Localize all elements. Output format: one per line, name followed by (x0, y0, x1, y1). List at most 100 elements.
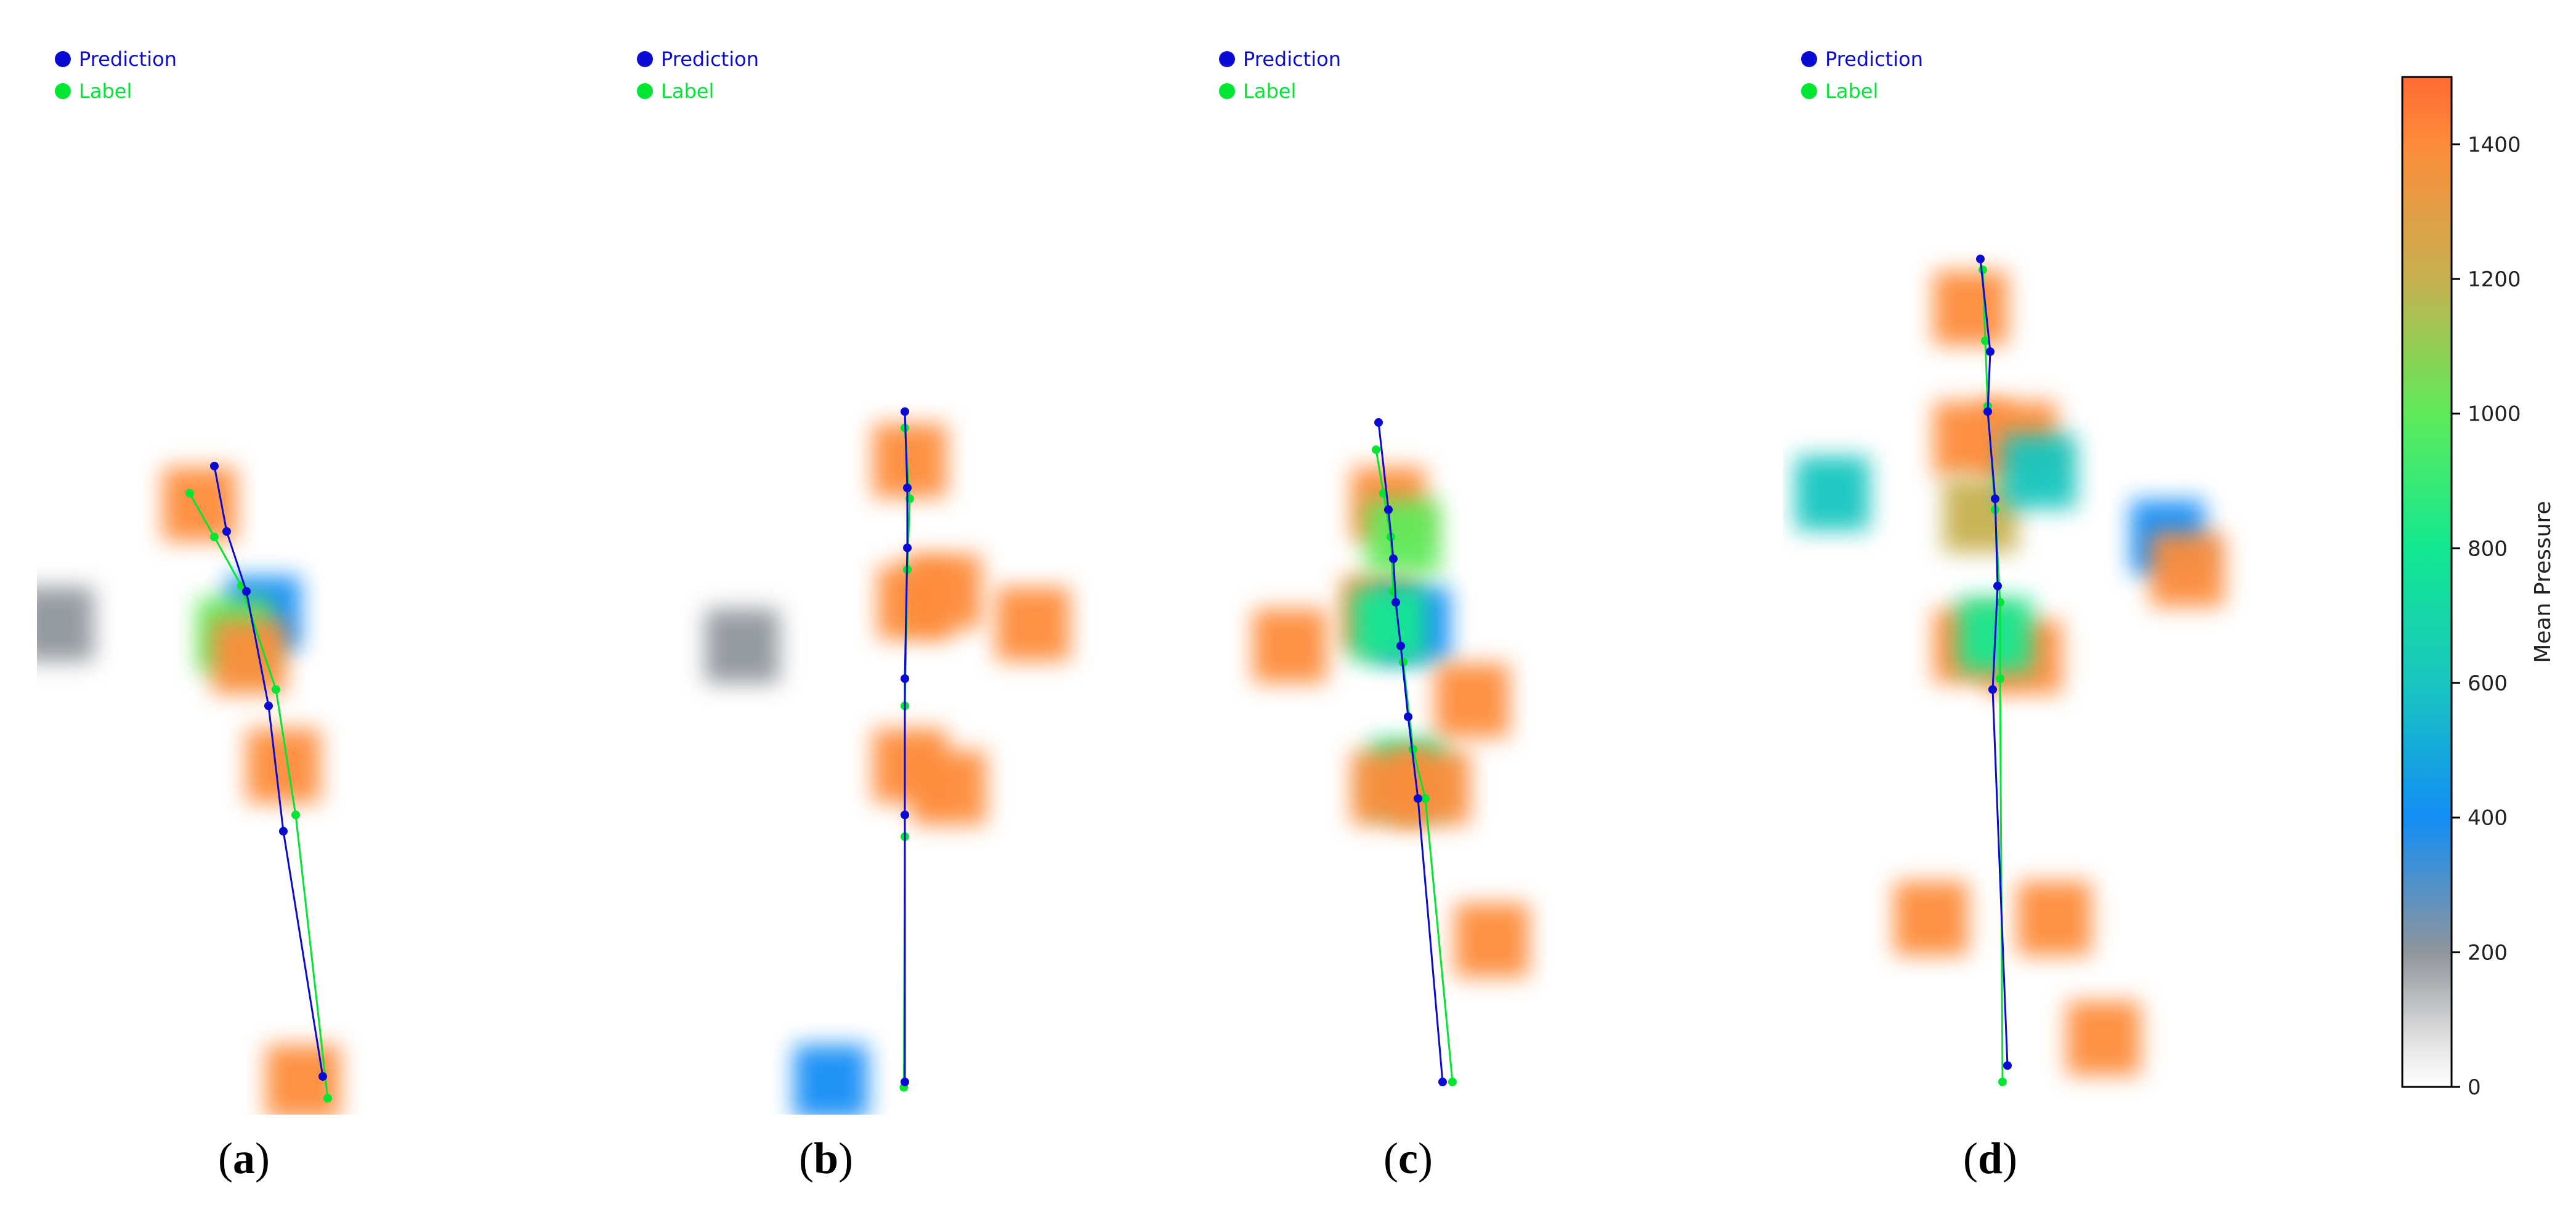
prediction-point (901, 674, 909, 683)
prediction-line (904, 411, 909, 1082)
pressure-cell (794, 1044, 868, 1115)
legend: Prediction Label (637, 47, 759, 103)
panel-c: Prediction Label (c) (1219, 47, 1529, 1183)
label-point (1448, 1077, 1457, 1086)
colorbar-tick-label: 1000 (2468, 402, 2521, 427)
panel-b: Prediction Label (b) (637, 47, 1070, 1183)
pressure-cell (705, 608, 779, 683)
legend-prediction-marker (1219, 51, 1235, 67)
pressure-cell (2150, 533, 2224, 607)
prediction-point (901, 1077, 909, 1086)
colorbar-tick-label: 0 (2468, 1075, 2481, 1100)
prediction-point (901, 810, 909, 820)
legend-prediction-marker (637, 51, 653, 67)
prediction-point (242, 587, 251, 596)
prediction-point (222, 527, 231, 536)
colorbar-tick-label: 600 (2468, 671, 2508, 696)
colorbar-tick-label: 200 (2468, 940, 2508, 965)
colorbar-title: Mean Pressure (2530, 501, 2556, 663)
pressure-cell (212, 620, 286, 694)
pressure-cell (1366, 499, 1440, 574)
prediction-point (1993, 581, 2002, 591)
prediction-point (901, 407, 909, 416)
pressure-heatmap (1253, 467, 1529, 977)
pressure-cell (1351, 587, 1425, 661)
prediction-point (1991, 494, 1999, 503)
pressure-cell (1455, 903, 1529, 977)
label-point (1996, 674, 2004, 683)
prediction-point (903, 483, 912, 493)
legend-label-label: Label (1825, 79, 1878, 103)
label-point (323, 1094, 332, 1103)
prediction-point (318, 1072, 327, 1081)
panel-d: Prediction Label (d) (1796, 47, 2224, 1183)
label-point (210, 532, 219, 541)
legend-label-label: Label (1243, 79, 1296, 103)
prediction-point (903, 543, 912, 552)
prediction-point (1374, 418, 1383, 427)
label-point (1389, 587, 1398, 596)
pressure-cell (907, 554, 981, 629)
prediction-point (1396, 641, 1405, 650)
panel-label-d: (d) (1963, 1134, 2017, 1183)
prediction-point (279, 826, 288, 836)
label-line (188, 493, 329, 1099)
pressure-cell (1396, 751, 1470, 825)
label-point (1981, 336, 1990, 345)
pressure-cell (1435, 663, 1509, 738)
pressure-cell (1934, 271, 2007, 345)
prediction-point (1404, 712, 1412, 721)
colorbar-tick-label: 1400 (2468, 132, 2521, 157)
colorbar: 0 200 400 600 800 1000 1200 1400 Mean Pressure (2401, 76, 2556, 1100)
legend-label-marker (1801, 83, 1817, 99)
prediction-point (1414, 794, 1422, 803)
prediction-point (2003, 1061, 2012, 1070)
panel-label-c: (c) (1383, 1134, 1433, 1183)
panel-label-b: (b) (799, 1134, 853, 1183)
prediction-point (264, 701, 273, 711)
label-point (1998, 1077, 2007, 1086)
prediction-point (1389, 554, 1398, 563)
pressure-cell (2017, 881, 2091, 956)
label-point (185, 489, 194, 498)
prediction-point (1391, 598, 1400, 607)
pressure-cell (1894, 881, 1968, 956)
prediction-point (1988, 685, 1997, 694)
pressure-cell (1253, 608, 1327, 683)
prediction-line (213, 466, 324, 1077)
prediction-point (210, 461, 219, 470)
pressure-cell (266, 1044, 340, 1115)
pressure-cell (996, 587, 1070, 661)
colorbar-tick-label: 800 (2468, 536, 2508, 561)
colorbar-gradient (2401, 76, 2453, 1088)
pressure-cell (2003, 434, 2076, 509)
legend: Prediction Label (55, 47, 177, 103)
legend: Prediction Label (1219, 47, 1341, 103)
panel-label-a: (a) (218, 1134, 270, 1183)
legend-label-marker (55, 83, 71, 99)
prediction-point (1983, 407, 1992, 416)
label-point (291, 810, 300, 820)
legend-prediction-marker (55, 51, 71, 67)
legend-label-label: Label (79, 79, 132, 103)
label-point (1996, 598, 2004, 607)
legend-prediction-label: Prediction (79, 47, 177, 71)
prediction-line (1377, 422, 1444, 1083)
legend-prediction-label: Prediction (1243, 47, 1341, 71)
legend-prediction-label: Prediction (661, 47, 759, 71)
legend-label-label: Label (661, 79, 714, 103)
pressure-heatmap (1796, 271, 2224, 1076)
pressure-cell (2067, 1001, 2141, 1076)
label-point (1421, 794, 1430, 803)
legend: Prediction Label (1801, 47, 1923, 103)
prediction-point (1986, 347, 1995, 356)
prediction-point (1384, 505, 1393, 514)
label-point (1979, 265, 1987, 275)
pressure-cell (1796, 456, 1869, 531)
pressure-cell (912, 751, 986, 825)
legend-label-marker (1219, 83, 1235, 99)
colorbar-tick-label: 400 (2468, 806, 2508, 831)
label-point (1372, 445, 1380, 454)
pressure-heatmap (705, 424, 1070, 1115)
